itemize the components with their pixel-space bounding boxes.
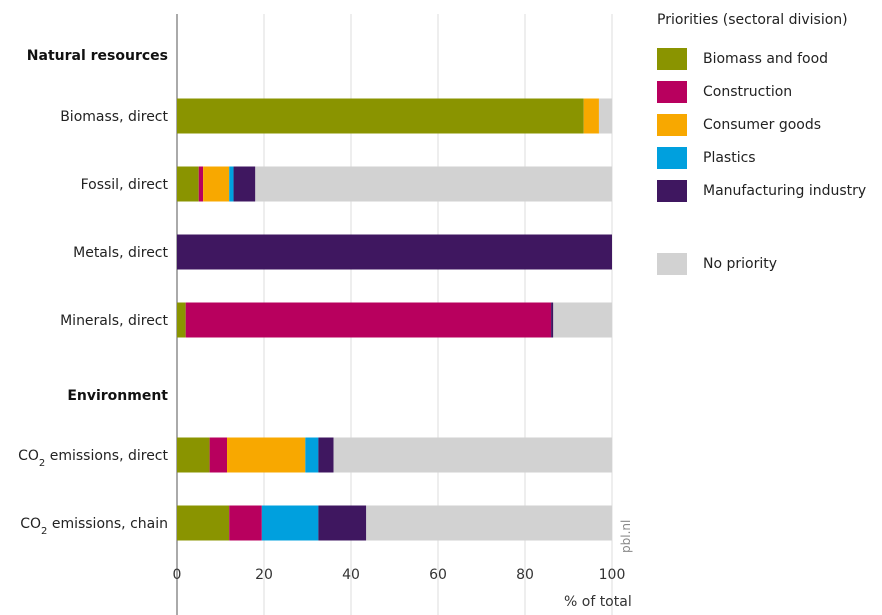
bar-segment [261,505,319,541]
bar-segment [185,302,552,338]
bars [177,98,613,541]
legend-swatch [657,252,687,275]
bar-segment [177,234,612,270]
category-label: CO2 emissions, direct [18,448,168,469]
legend-label: Manufacturing industry [703,182,867,199]
group-label: Natural resources [27,48,168,64]
legend-item: Consumer goods [657,108,866,141]
legend-swatch [657,113,687,136]
legend-item: Biomass and food [657,42,866,75]
legend-items: Biomass and food Construction Consumer goo… [657,42,866,280]
x-tick-label: 20 [255,567,273,583]
x-tick-label: 60 [429,567,447,583]
legend-label: No priority [703,255,778,272]
bar-segment [177,166,199,202]
legend-item: Plastics [657,141,866,174]
legend-item: No priority [657,247,866,280]
legend-title: Priorities (sectoral division) [657,12,848,28]
bar-segment [229,166,234,202]
bar-segment [198,166,204,202]
legend-label: Consumer goods [703,116,822,133]
bar-segment [177,98,584,134]
x-tick-label: 0 [173,567,182,583]
x-axis-label: % of total [564,594,632,610]
group-label: Environment [67,388,168,404]
bar-segment [227,437,306,473]
category-label: Biomass, direct [60,109,168,125]
bar-segment [177,505,230,541]
x-tick-label: 100 [599,567,626,583]
legend: Priorities (sectoral division) Biomass a… [657,12,866,280]
category-label: Fossil, direct [81,177,169,193]
legend-swatch [657,47,687,70]
legend-item: Manufacturing industry [657,174,866,207]
legend-label: Biomass and food [703,50,829,67]
category-label: Metals, direct [73,245,168,261]
bar-segment [333,437,612,473]
bar-segment [255,166,613,202]
legend-swatch [657,179,687,202]
category-label: CO2 emissions, chain [20,516,168,537]
bar-segment [233,166,256,202]
bar-segment [177,302,186,338]
x-tick-label: 40 [342,567,360,583]
category-labels: Natural resources Environment Biomass, dir… [18,48,168,537]
x-tick-label: 80 [516,567,534,583]
bar-segment [551,302,554,338]
legend-swatch [657,146,687,169]
bar-segment [598,98,612,134]
bar-segment [203,166,230,202]
bar-segment [318,505,367,541]
bar-segment [318,437,334,473]
legend-label: Plastics [703,149,756,166]
bar-segment [177,437,210,473]
legend-item: Construction [657,75,866,108]
bar-segment [229,505,262,541]
category-label: Minerals, direct [60,313,168,329]
bar-segment [583,98,599,134]
bar-segment [305,437,319,473]
bar-segment [366,505,612,541]
legend-label: Construction [703,83,793,100]
x-tick-labels: 0 20 40 60 80 100 [173,567,626,583]
source-note: pbl.nl [619,520,633,553]
bar-segment [209,437,228,473]
bar-segment [553,302,612,338]
legend-swatch [657,80,687,103]
